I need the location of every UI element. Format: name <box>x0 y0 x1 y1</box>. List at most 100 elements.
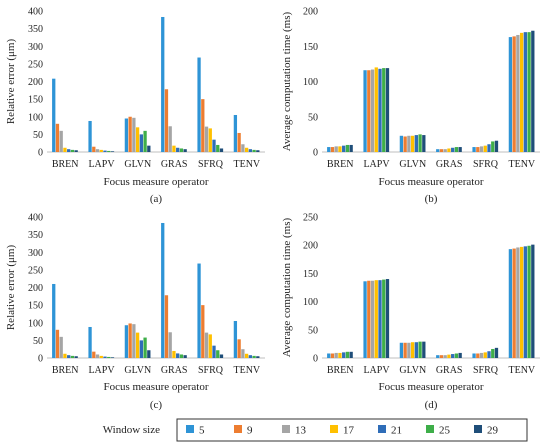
x-tick-label: SFRQ <box>198 365 224 376</box>
bar-sfrq-w17 <box>483 145 487 152</box>
y-tick-label: 0 <box>38 354 43 365</box>
y-axis-label: Average computation time (ms) <box>281 11 293 151</box>
bar-sfrq-w21 <box>487 144 491 152</box>
bar-tenv-w13 <box>241 144 245 152</box>
x-axis-label: Focus measure operator <box>103 381 208 393</box>
bar-sfrq-w29 <box>219 354 224 358</box>
bar-gras-w13 <box>443 355 447 358</box>
bar-sfrq-w13 <box>479 146 484 152</box>
bar-sfrq-w9 <box>476 147 480 152</box>
bar-lapv-w25 <box>107 150 111 152</box>
bar-tenv-w17 <box>519 246 524 358</box>
bar-gras-w13 <box>168 126 172 152</box>
bar-bren-w25 <box>70 149 75 152</box>
chart-caption: (a) <box>150 193 163 205</box>
x-axis-label: Focus measure operator <box>378 381 483 393</box>
bar-glvn-w21 <box>414 342 418 358</box>
bar-tenv-w5 <box>233 114 238 152</box>
y-tick-label: 250 <box>303 213 318 224</box>
bar-tenv-w25 <box>527 245 531 358</box>
bar-bren-w21 <box>67 149 71 152</box>
legend-label: 21 <box>391 425 402 437</box>
bar-lapv-w5 <box>363 281 367 358</box>
bar-sfrq-w5 <box>197 263 201 358</box>
bar-gras-w13 <box>443 149 447 152</box>
bar-tenv-w29 <box>256 356 260 358</box>
bar-glvn-w17 <box>135 332 140 358</box>
y-tick-label: 100 <box>303 297 318 308</box>
y-tick-label: 350 <box>28 230 43 241</box>
legend-label: 13 <box>295 425 307 437</box>
bar-sfrq-w13 <box>204 332 209 358</box>
x-tick-label: BREN <box>52 365 79 376</box>
bar-lapv-w21 <box>103 356 107 358</box>
bar-gras-w9 <box>439 355 444 358</box>
bar-sfrq-w5 <box>197 57 201 152</box>
x-tick-label: GLVN <box>399 365 426 376</box>
bar-bren-w25 <box>345 144 350 152</box>
legend-label: 17 <box>343 425 355 437</box>
bar-bren-w5 <box>327 147 331 152</box>
bar-bren-w25 <box>70 355 75 358</box>
bar-sfrq-w17 <box>208 334 212 358</box>
legend-swatch-w17 <box>330 425 338 433</box>
bar-glvn-w9 <box>128 323 132 358</box>
bar-tenv-w9 <box>237 132 241 152</box>
legend-frame <box>176 418 528 442</box>
x-tick-label: GRAS <box>436 159 463 170</box>
y-tick-label: 0 <box>313 148 318 159</box>
bar-gras-w25 <box>179 354 184 358</box>
bar-gras-w13 <box>168 332 172 358</box>
bar-lapv-w13 <box>370 280 375 358</box>
bar-tenv-w13 <box>516 247 520 358</box>
bar-tenv-w29 <box>256 150 260 152</box>
bar-lapv-w29 <box>385 279 390 358</box>
bar-glvn-w5 <box>124 325 129 358</box>
x-tick-label: LAPV <box>88 159 115 170</box>
x-tick-label: GLVN <box>399 159 426 170</box>
bar-lapv-w29 <box>110 151 115 152</box>
bar-gras-w9 <box>164 89 169 152</box>
x-tick-label: SFRQ <box>198 159 224 170</box>
bar-tenv-w21 <box>248 355 252 358</box>
x-tick-label: GLVN <box>124 159 151 170</box>
bar-tenv-w25 <box>252 149 256 152</box>
bar-gras-w17 <box>447 354 451 358</box>
bar-gras-w25 <box>454 353 459 358</box>
bar-bren-w29 <box>74 150 78 152</box>
chart-caption: (c) <box>150 399 163 411</box>
y-tick-label: 150 <box>28 95 43 106</box>
bar-lapv-w17 <box>99 355 103 358</box>
bar-lapv-w17 <box>374 280 378 358</box>
bar-sfrq-w25 <box>491 141 495 152</box>
bar-tenv-w21 <box>248 149 252 152</box>
bar-lapv-w13 <box>370 69 375 152</box>
legend-swatch-w25 <box>426 425 434 433</box>
bar-gras-w29 <box>458 147 462 152</box>
bar-gras-w29 <box>183 149 187 152</box>
bar-bren-w9 <box>55 123 60 152</box>
bar-lapv-w5 <box>88 120 92 152</box>
bar-lapv-w9 <box>92 351 96 358</box>
x-axis-label: Focus measure operator <box>378 176 483 188</box>
bar-sfrq-w29 <box>219 148 224 152</box>
bar-lapv-w25 <box>382 68 386 152</box>
chart-d: 0 50 100 150 200 250 BREN LAPV GLVN GRAS SFRQ TENV A… <box>281 213 540 411</box>
bar-tenv-w13 <box>241 349 245 358</box>
bar-bren-w21 <box>67 355 71 358</box>
bar-tenv-w13 <box>516 34 520 152</box>
bar-gras-w9 <box>164 295 169 358</box>
bar-lapv-w5 <box>88 326 92 358</box>
bar-tenv-w5 <box>508 249 513 358</box>
x-tick-label: BREN <box>327 365 354 376</box>
x-tick-label: SFRQ <box>473 365 499 376</box>
bar-bren-w13 <box>334 352 338 358</box>
bar-lapv-w9 <box>367 70 371 152</box>
bar-glvn-w17 <box>410 135 415 152</box>
y-axis-label: Relative error (μm) <box>5 39 17 125</box>
chart-c: 0 50 100 150 200 250 300 350 400 BREN LAPV GLVN GRAS… <box>5 213 265 411</box>
bar-glvn-w25 <box>143 337 147 358</box>
x-tick-label: TENV <box>233 365 260 376</box>
y-tick-label: 0 <box>313 354 318 365</box>
bar-sfrq-w21 <box>212 139 216 152</box>
